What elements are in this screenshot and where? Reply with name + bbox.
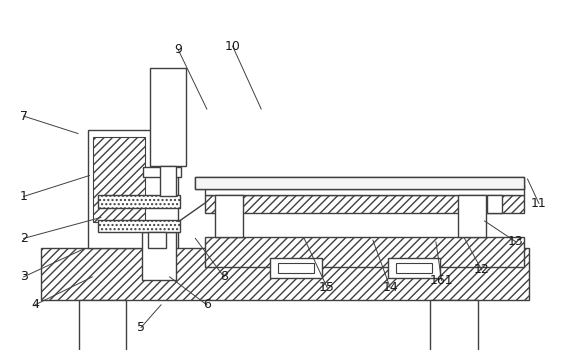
Bar (88, 130, 179, 248)
Text: 11: 11 (531, 197, 547, 210)
Text: 15: 15 (319, 281, 335, 294)
Bar (205, 237, 525, 267)
Bar (195, 177, 525, 189)
Text: 5: 5 (137, 321, 145, 334)
Bar (395, 263, 432, 273)
Bar (79, 299, 126, 351)
Bar (99, 220, 180, 232)
Bar (388, 258, 440, 278)
Bar (99, 195, 180, 208)
Text: 3: 3 (20, 270, 28, 283)
Text: 14: 14 (382, 281, 398, 294)
Text: 13: 13 (508, 236, 524, 249)
Bar (148, 232, 166, 248)
Bar (41, 248, 529, 299)
Bar (195, 177, 525, 189)
Bar (94, 137, 145, 222)
Text: 2: 2 (20, 232, 28, 245)
Bar (270, 258, 322, 278)
Bar (457, 195, 486, 237)
Bar (430, 299, 478, 351)
Bar (142, 232, 176, 280)
Bar (278, 263, 314, 273)
Bar (205, 185, 525, 195)
Bar (144, 167, 181, 177)
Text: 6: 6 (203, 298, 211, 311)
Text: 1: 1 (20, 190, 28, 203)
Text: 161: 161 (430, 274, 453, 287)
Bar (160, 166, 176, 196)
Bar (487, 195, 502, 213)
Text: 4: 4 (31, 298, 39, 311)
Text: 12: 12 (474, 263, 490, 276)
Bar (150, 68, 186, 166)
Text: 8: 8 (220, 270, 228, 283)
Text: 7: 7 (20, 110, 28, 122)
Bar (205, 195, 525, 213)
Text: 10: 10 (224, 40, 241, 53)
Bar (215, 195, 243, 237)
Text: 9: 9 (174, 43, 182, 56)
